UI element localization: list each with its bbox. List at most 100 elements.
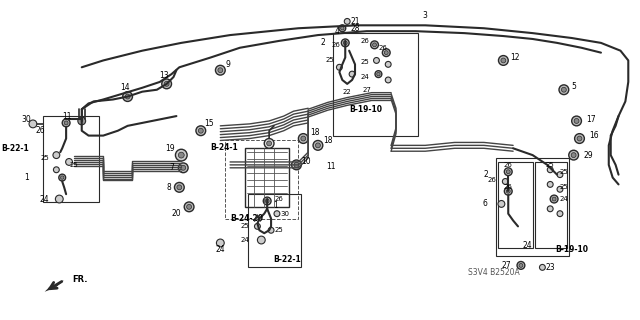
Circle shape — [179, 152, 184, 158]
Circle shape — [180, 165, 186, 170]
Circle shape — [53, 167, 60, 173]
Circle shape — [179, 163, 188, 173]
Text: FR.: FR. — [72, 275, 88, 284]
Bar — [333, 33, 419, 136]
Text: 6: 6 — [483, 199, 488, 208]
Text: 25: 25 — [275, 227, 284, 233]
Text: 29: 29 — [584, 151, 593, 160]
Circle shape — [502, 179, 508, 184]
Circle shape — [550, 195, 558, 203]
Circle shape — [547, 167, 553, 173]
Text: 27: 27 — [362, 87, 371, 93]
Circle shape — [175, 149, 187, 161]
Text: 7: 7 — [170, 163, 175, 172]
Circle shape — [313, 140, 323, 150]
Circle shape — [175, 182, 184, 192]
Text: 3: 3 — [423, 11, 428, 20]
Text: B-19-10: B-19-10 — [349, 105, 382, 114]
Circle shape — [218, 68, 223, 73]
Circle shape — [340, 27, 344, 30]
Text: 25: 25 — [360, 60, 369, 65]
Text: 25: 25 — [559, 169, 568, 175]
Text: 24: 24 — [216, 245, 225, 254]
Text: 15: 15 — [204, 119, 213, 128]
Circle shape — [557, 211, 563, 217]
Circle shape — [164, 81, 169, 86]
Text: 12: 12 — [510, 53, 520, 62]
Text: 25: 25 — [559, 184, 568, 190]
Circle shape — [504, 187, 512, 195]
Circle shape — [372, 43, 376, 47]
Circle shape — [196, 126, 205, 136]
Circle shape — [377, 72, 380, 76]
Text: B-19-10: B-19-10 — [555, 245, 588, 254]
Circle shape — [506, 189, 510, 193]
Text: 26: 26 — [36, 126, 45, 135]
Circle shape — [162, 79, 172, 89]
Circle shape — [384, 51, 388, 55]
Text: 13: 13 — [159, 71, 168, 80]
Circle shape — [301, 136, 306, 141]
Circle shape — [268, 227, 274, 233]
Circle shape — [569, 150, 579, 160]
Text: 23: 23 — [545, 263, 555, 272]
Bar — [244, 148, 289, 207]
Circle shape — [56, 195, 63, 203]
Text: 18: 18 — [323, 136, 332, 145]
Text: 25: 25 — [40, 155, 49, 161]
Circle shape — [125, 94, 130, 99]
Text: 20: 20 — [172, 209, 181, 218]
Text: 17: 17 — [586, 115, 596, 124]
Circle shape — [547, 206, 553, 212]
Text: 1: 1 — [273, 201, 278, 210]
Circle shape — [557, 186, 563, 192]
Circle shape — [371, 41, 378, 49]
Circle shape — [572, 116, 582, 126]
Text: 11: 11 — [63, 112, 72, 121]
Circle shape — [267, 141, 271, 146]
Circle shape — [501, 58, 506, 63]
Circle shape — [337, 64, 342, 70]
Circle shape — [264, 139, 274, 148]
Bar — [248, 194, 301, 267]
Text: 24: 24 — [241, 237, 249, 243]
Text: 16: 16 — [589, 131, 599, 140]
Text: B-22-1: B-22-1 — [273, 255, 301, 264]
Circle shape — [344, 19, 350, 24]
Circle shape — [184, 202, 194, 212]
Circle shape — [255, 223, 260, 229]
Text: 26: 26 — [275, 196, 284, 202]
Text: 26: 26 — [487, 177, 496, 182]
Text: 24: 24 — [360, 74, 369, 80]
Text: 26: 26 — [504, 184, 513, 190]
Circle shape — [571, 153, 576, 157]
Text: 26: 26 — [504, 162, 513, 168]
Circle shape — [265, 199, 269, 203]
Circle shape — [506, 170, 510, 174]
Circle shape — [349, 71, 355, 77]
Circle shape — [504, 168, 512, 176]
Circle shape — [339, 25, 346, 32]
Text: 25: 25 — [241, 223, 249, 229]
Circle shape — [561, 87, 566, 92]
Circle shape — [499, 56, 508, 65]
Text: 4: 4 — [335, 27, 340, 36]
Text: 5: 5 — [571, 82, 576, 91]
Text: 9: 9 — [226, 60, 230, 69]
Text: 30: 30 — [280, 211, 289, 217]
Text: 19: 19 — [165, 144, 175, 153]
Text: 10: 10 — [301, 157, 311, 166]
Circle shape — [547, 181, 553, 187]
Circle shape — [123, 92, 132, 101]
Circle shape — [316, 143, 321, 148]
Circle shape — [517, 261, 525, 269]
Circle shape — [498, 201, 505, 207]
Text: 28: 28 — [350, 24, 360, 33]
Circle shape — [374, 58, 380, 63]
Circle shape — [341, 39, 349, 47]
Circle shape — [263, 197, 271, 205]
Circle shape — [574, 118, 579, 124]
Circle shape — [540, 264, 545, 270]
Text: 25: 25 — [546, 162, 555, 168]
Circle shape — [559, 85, 569, 95]
